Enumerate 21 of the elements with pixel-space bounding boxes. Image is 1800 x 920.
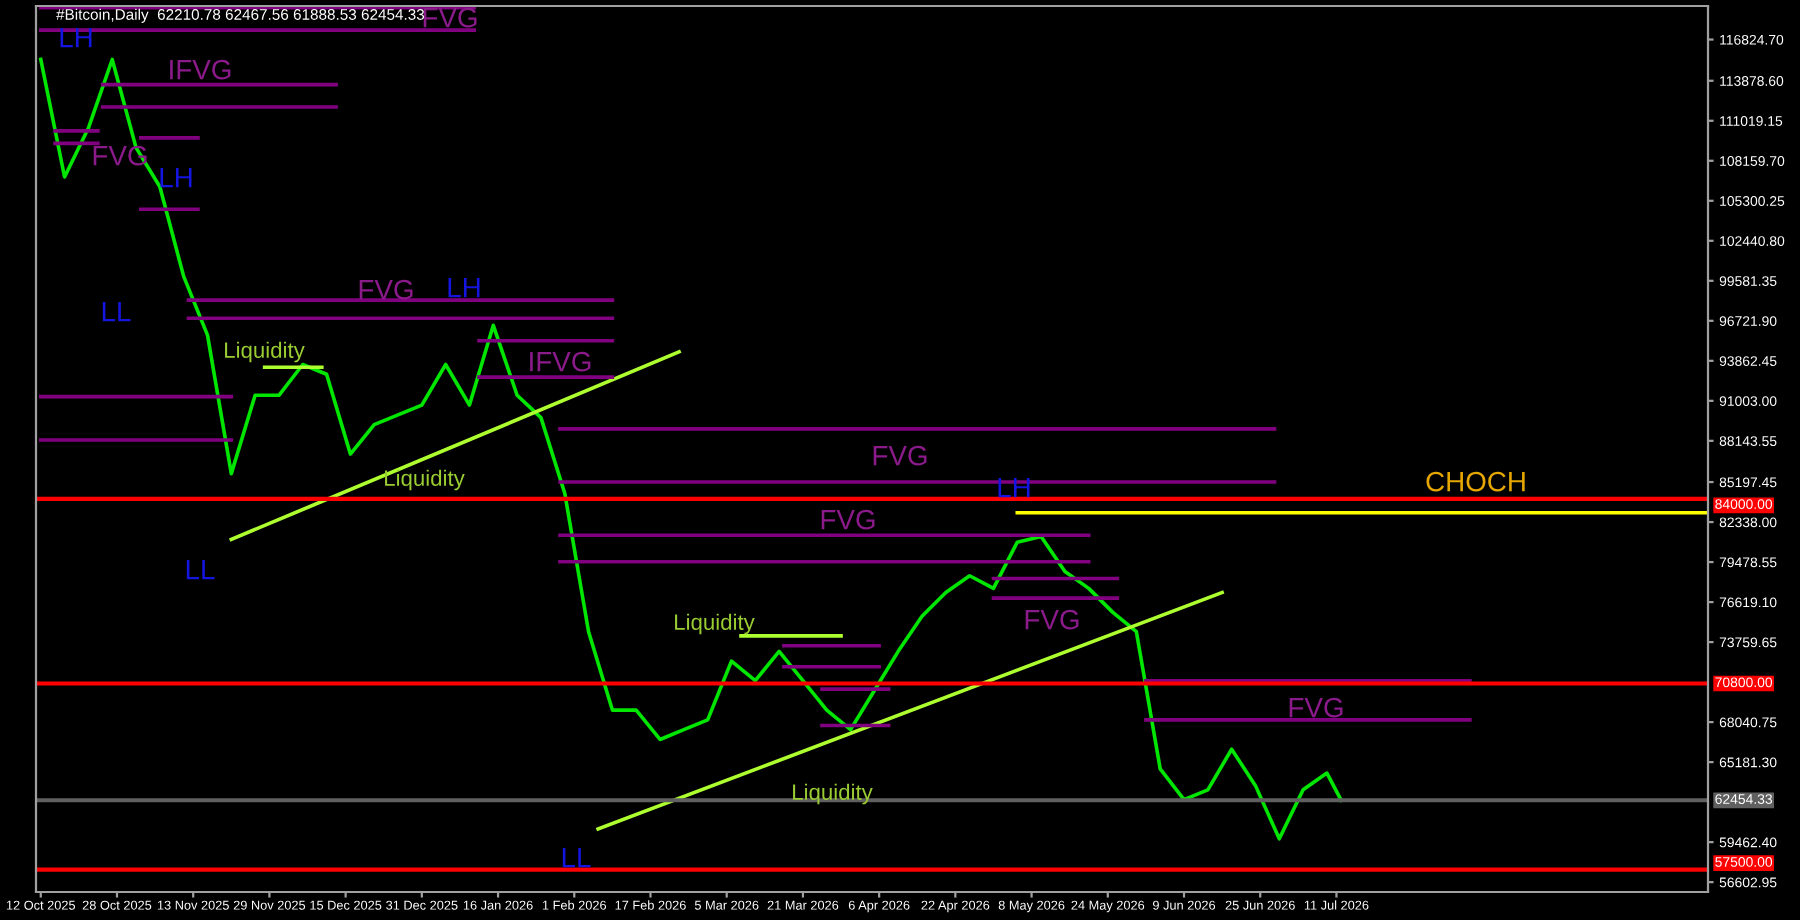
annotation: CHOCH — [1426, 471, 1525, 492]
annotation: IFVG — [170, 59, 231, 80]
annotation: FVG — [1289, 697, 1343, 718]
annotation: IFVG — [530, 351, 591, 372]
annotation: LL — [102, 302, 131, 322]
annotation: LH — [448, 278, 480, 298]
annotation: Liquidity — [675, 613, 755, 635]
annotation: LH — [160, 168, 192, 188]
annotation: FVG — [423, 7, 477, 28]
annotation: FVG — [1025, 609, 1079, 630]
annotation: LL — [186, 560, 215, 580]
annotation: Liquidity — [793, 783, 873, 805]
annotation: LH — [60, 28, 92, 48]
annotation: Liquidity — [385, 469, 465, 491]
annotation: Liquidity — [225, 341, 305, 363]
line-series — [38, 57, 1344, 841]
annotation: FVG — [873, 445, 927, 466]
annotation: FVG — [821, 509, 875, 530]
annotation: FVG — [359, 279, 413, 300]
annotation: LL — [562, 848, 591, 868]
annotation: LH — [998, 478, 1030, 498]
